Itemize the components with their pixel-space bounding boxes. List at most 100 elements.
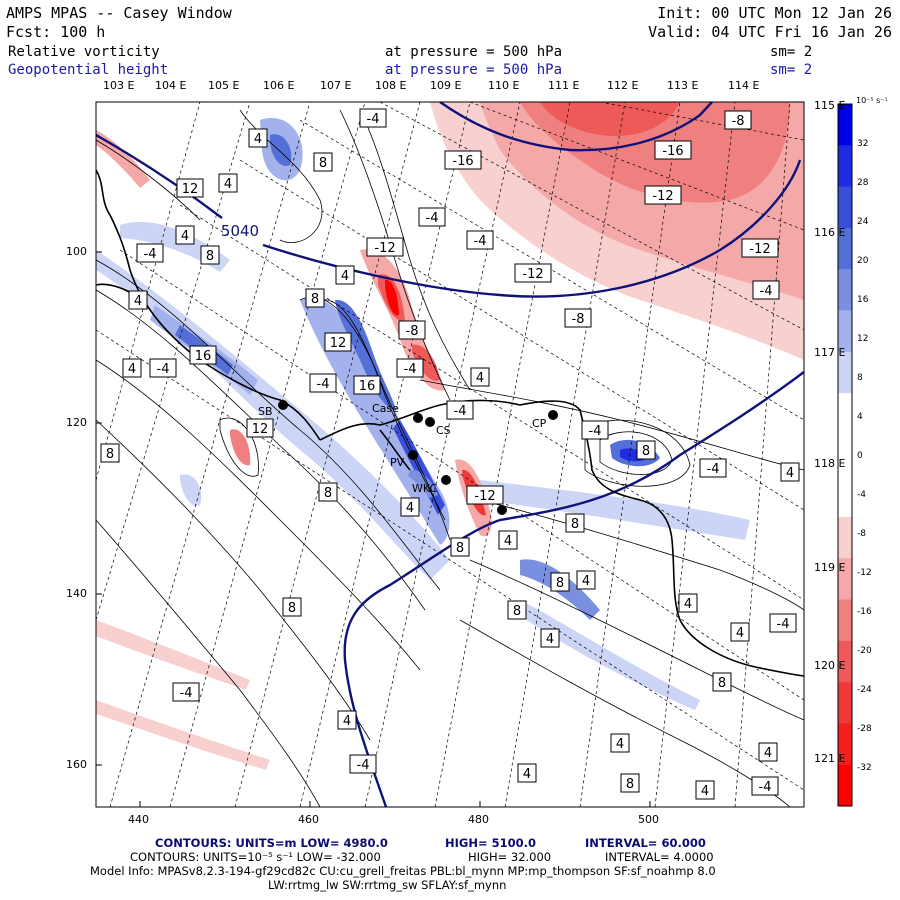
contour-label: -4	[474, 234, 487, 249]
field-2-level: at pressure = 500 hPa	[385, 62, 563, 78]
field-2-smoothing: sm= 2	[770, 62, 813, 78]
vorticity-contour-info: CONTOURS: UNITS=10⁻⁵ s⁻¹ LOW= -32.000	[130, 850, 381, 864]
lon-label: 112 E	[607, 79, 639, 92]
station-label-cs: CS	[436, 424, 451, 437]
contour-label: 8	[288, 601, 296, 616]
station-marker-cs	[425, 417, 435, 427]
colorbar-tick-label: 0	[857, 451, 863, 461]
colorbar-frame	[837, 103, 853, 807]
contour-label: -4	[180, 686, 193, 701]
plot-title: AMPS MPAS -- Casey Window	[6, 4, 232, 22]
colorbar-tick-label: 8	[857, 373, 863, 383]
colorbar-unit: 10⁻⁵ s⁻¹	[856, 96, 888, 105]
colorbar-tick-label: -20	[857, 646, 872, 656]
station-marker-cp	[548, 410, 558, 420]
contour-label: -4	[759, 780, 772, 795]
contour-label: 4	[476, 371, 484, 386]
contour-label: 8	[106, 447, 114, 462]
colorbar-swatch	[838, 186, 852, 229]
height-contour-label: 5040	[221, 222, 259, 240]
station-label-pv: PV	[390, 456, 405, 469]
lon-label: 110 E	[488, 79, 520, 92]
vorticity-contour-high: HIGH= 32.000	[468, 850, 552, 864]
station-marker-sb	[278, 400, 288, 410]
contour-label: 4	[181, 229, 189, 244]
station-label-cp: CP	[532, 417, 547, 430]
init-time: Init: 00 UTC Mon 12 Jan 26	[657, 4, 892, 22]
contour-label: 4	[546, 632, 554, 647]
contour-label: 4	[582, 574, 590, 589]
vorticity-contour-interval: INTERVAL= 4.0000	[605, 850, 714, 864]
lon-label: 118 E	[814, 457, 846, 470]
lon-label: 119 E	[814, 561, 846, 574]
lon-label: 109 E	[430, 79, 462, 92]
contour-label: 12	[182, 182, 199, 197]
colorbar-swatch	[838, 640, 852, 683]
contour-label: 8	[718, 676, 726, 691]
field-1-smoothing: sm= 2	[770, 44, 813, 60]
lon-label: 104 E	[155, 79, 187, 92]
contour-label: -4	[777, 617, 790, 632]
colorbar-swatch	[838, 104, 852, 146]
colorbar-swatch	[838, 723, 852, 766]
colorbar-swatch	[838, 269, 852, 311]
station-marker-case	[413, 413, 423, 423]
contour-label: 4	[254, 132, 262, 147]
contour-label: 4	[764, 746, 772, 761]
field-2-name: Geopotential height	[8, 62, 169, 78]
field-1-name: Relative vorticity	[8, 44, 160, 60]
contour-label: -8	[406, 324, 419, 339]
contour-label: 8	[626, 777, 634, 792]
contour-label: 4	[406, 501, 414, 516]
map-plot-area: 4 8 -4 -8 -16 -16 -12 12 4 -4 4 -4 -12 -…	[96, 102, 804, 807]
contour-label: 4	[684, 597, 692, 612]
contour-label: -4	[357, 758, 370, 773]
contour-label: -4	[317, 377, 330, 392]
contour-label: -12	[522, 267, 543, 282]
lon-label: 111 E	[548, 79, 580, 92]
lon-label: 120 E	[814, 659, 846, 672]
colorbar-tick-label: -16	[857, 607, 872, 617]
contour-label: 8	[571, 517, 579, 532]
y-tick-label: 140	[66, 587, 87, 600]
stations: SB Case CS CP PV WKC	[258, 400, 558, 515]
x-tick-label: 500	[638, 813, 659, 826]
contour-label: 4	[523, 767, 531, 782]
contour-label: 4	[128, 362, 136, 377]
station-marker-wkc	[441, 475, 451, 485]
lon-label: 115 E	[814, 99, 846, 112]
colorbar-swatch	[838, 475, 852, 518]
contour-label: -16	[452, 154, 473, 169]
contour-label: -12	[652, 189, 673, 204]
contour-label: -4	[760, 284, 773, 299]
colorbar-swatch	[838, 145, 852, 188]
field-1-level: at pressure = 500 hPa	[385, 44, 563, 60]
colorbar-tick-label: -32	[857, 763, 872, 773]
lon-label: 105 E	[208, 79, 240, 92]
lon-label: 113 E	[667, 79, 699, 92]
colorbar-legend: 32 28 24 20 16 12 8 4 0 -4 -8 -12 -16 -20 -24 -28 -32 10⁻…	[837, 96, 888, 807]
contour-label: -4	[404, 362, 417, 377]
contour-label: 16	[195, 349, 212, 364]
colorbar-tick-label: -28	[857, 724, 872, 734]
station-label-wkc: WKC	[412, 482, 437, 495]
lon-label: 106 E	[263, 79, 295, 92]
contour-label: -8	[572, 312, 585, 327]
x-tick-label: 440	[128, 813, 149, 826]
colorbar-swatch	[838, 764, 852, 807]
contour-label: -12	[749, 242, 770, 257]
axis-ticks	[96, 251, 651, 807]
contour-label: 8	[311, 292, 319, 307]
colorbar-tick-label: 32	[857, 139, 868, 149]
contour-label: -4	[707, 462, 720, 477]
contour-label: -4	[144, 247, 157, 262]
model-info: Model Info: MPASv8.2.3-194-gf29cd82c CU:…	[90, 864, 716, 878]
lon-label: 116 E	[814, 226, 846, 239]
contour-label: 12	[330, 336, 347, 351]
contour-label: 4	[786, 466, 794, 481]
colorbar-tick-label: -12	[857, 568, 872, 578]
colorbar-tick-label: -8	[857, 529, 866, 539]
contour-label: 8	[324, 486, 332, 501]
contour-label: 4	[736, 626, 744, 641]
